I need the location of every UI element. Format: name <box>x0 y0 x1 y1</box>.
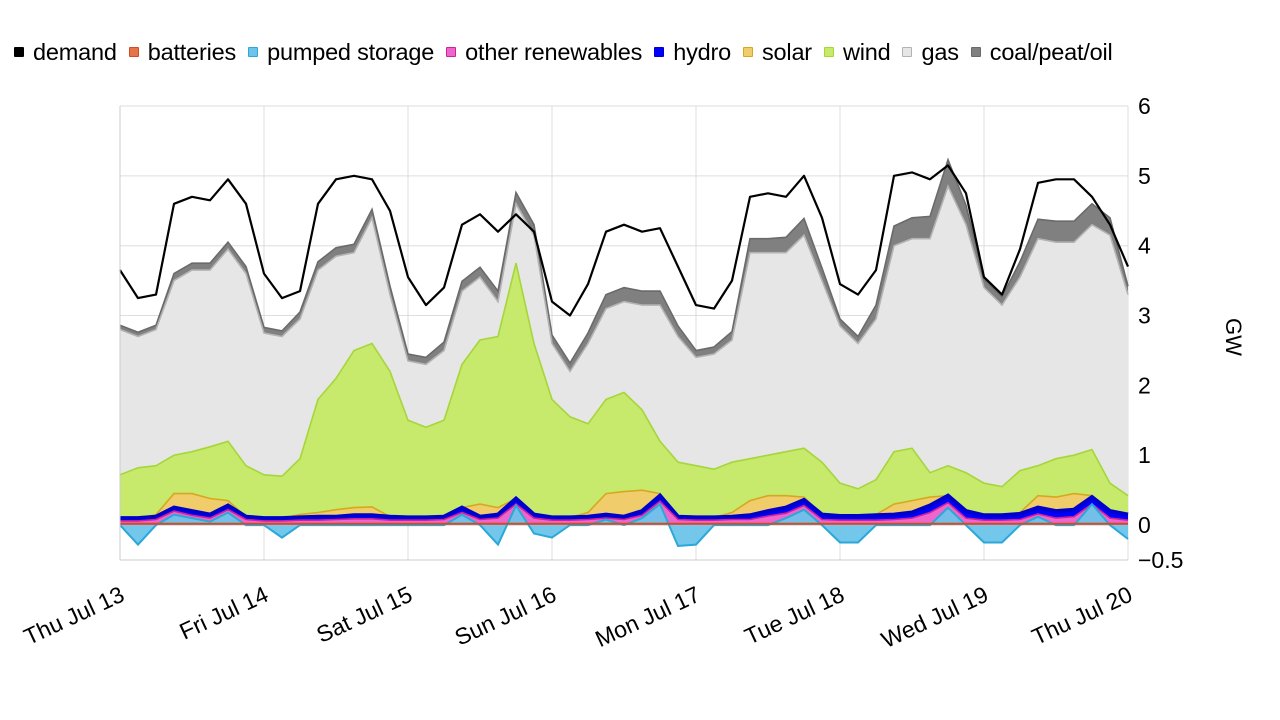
x-tick-label: Wed Jul 19 <box>877 581 992 653</box>
legend-swatch-hydro <box>654 47 665 57</box>
legend-swatch-other <box>446 47 457 57</box>
line-demand <box>119 164 1130 317</box>
x-tick-label: Sat Jul 15 <box>312 581 416 648</box>
y-tick-label: 0 <box>1138 512 1151 538</box>
x-tick-label: Sun Jul 16 <box>451 581 561 651</box>
legend-label-coal: coal/peat/oil <box>989 38 1113 65</box>
area-edge-coal <box>119 157 1129 365</box>
x-tick-label: Thu Jul 13 <box>20 581 128 650</box>
y-tick-label: 6 <box>1138 93 1151 119</box>
y-tick-label: 2 <box>1138 372 1151 398</box>
x-tick-label: Tue Jul 18 <box>741 581 849 650</box>
stacked-areas <box>119 157 1129 548</box>
legend-label-solar: solar <box>762 38 812 65</box>
legend-item-coal[interactable]: coal/peat/oil <box>970 38 1113 66</box>
y-tick-label: 4 <box>1138 233 1151 259</box>
legend-item-hydro[interactable]: hydro <box>654 39 731 66</box>
area-solar <box>120 490 1128 519</box>
legend-swatch-batteries <box>128 47 139 57</box>
legend-swatch-solar <box>743 47 753 57</box>
y-tick-label: 1 <box>1138 442 1151 468</box>
area-edge-pumped <box>119 502 1129 548</box>
legend-label-batteries: batteries <box>147 38 237 65</box>
x-tick-label: Mon Jul 17 <box>591 581 704 652</box>
y-tick-label: 3 <box>1138 303 1151 329</box>
legend-item-gas[interactable]: gas <box>902 38 959 66</box>
legend-item-demand[interactable]: demand <box>14 39 117 66</box>
legend-label-other: other renewables <box>465 38 643 65</box>
x-axis-labels: Thu Jul 13 Fri Jul 14 Sat Jul 15 Sun Jul 16… <box>20 581 1136 653</box>
y-axis-title: GW <box>1221 318 1246 356</box>
area-wind <box>120 263 1128 519</box>
area-edge-wind <box>119 263 1129 497</box>
legend-label-pumped: pumped storage <box>267 38 435 65</box>
legend-label-gas: gas <box>921 38 959 65</box>
legend-swatch-coal <box>970 47 981 57</box>
legend-swatch-wind <box>823 47 834 57</box>
x-tick-label: Fri Jul 14 <box>175 581 272 645</box>
legend-swatch-pumped <box>248 47 259 57</box>
y-axis-labels: 6 5 4 3 2 1 0 −0.5 <box>1138 93 1183 573</box>
legend-item-batteries[interactable]: batteries <box>128 38 237 66</box>
legend-item-other[interactable]: other renewables <box>446 39 642 66</box>
x-tick-label: Thu Jul 20 <box>1028 581 1136 650</box>
legend-label-hydro: hydro <box>673 38 731 65</box>
legend-swatch-gas <box>902 47 913 57</box>
area-edge-gas <box>119 184 1129 373</box>
legend-label-demand: demand <box>33 38 117 65</box>
chart-legend: demand batteries pumped storage other renew… <box>14 36 1125 68</box>
legend-swatch-demand <box>14 47 24 57</box>
legend-item-solar[interactable]: solar <box>743 39 812 66</box>
legend-item-pumped[interactable]: pumped storage <box>248 39 434 66</box>
y-tick-label: 5 <box>1138 163 1151 189</box>
area-edge-hydro <box>120 492 1129 521</box>
y-tick-label: −0.5 <box>1138 547 1183 573</box>
legend-label-wind: wind <box>842 38 891 65</box>
area-gas <box>120 186 1128 496</box>
legend-item-wind[interactable]: wind <box>823 38 891 66</box>
area-edge-other <box>120 500 1129 522</box>
